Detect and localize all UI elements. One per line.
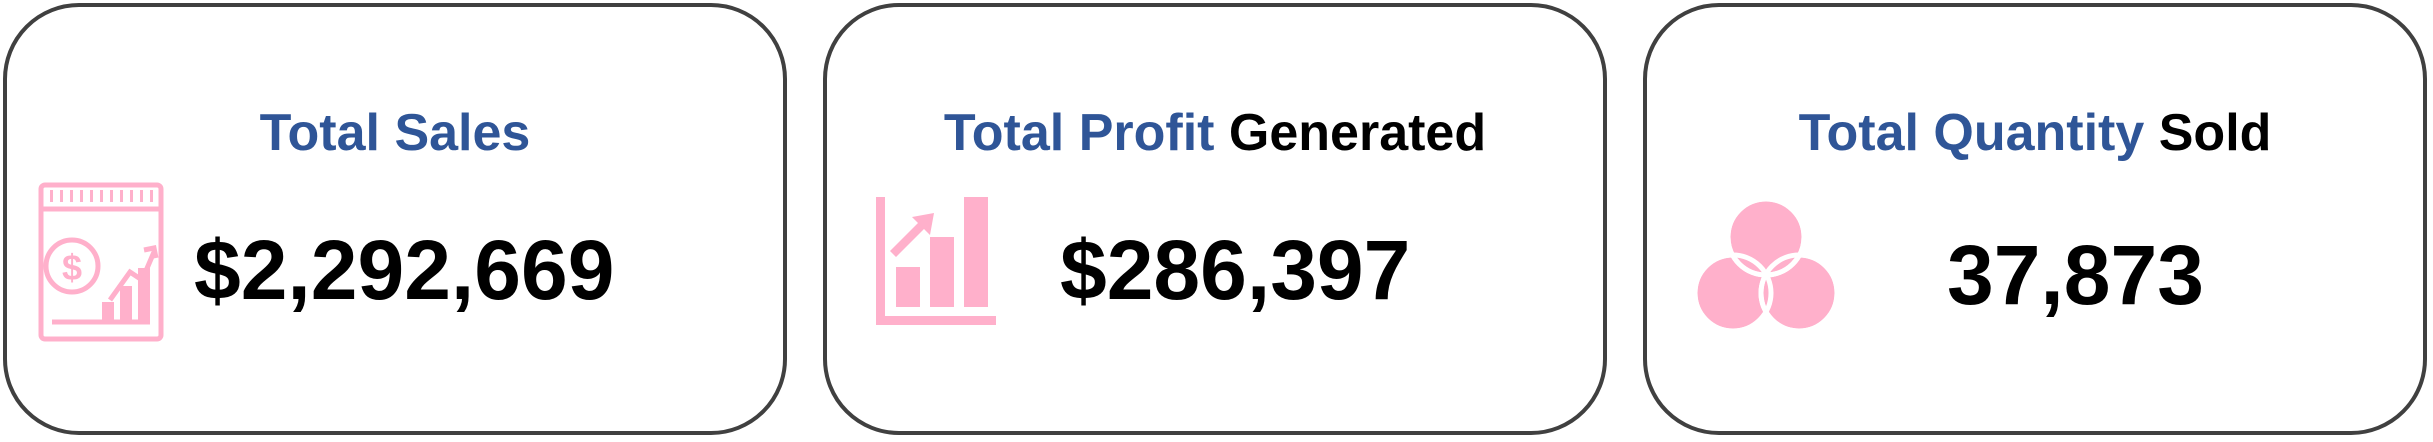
- title-accent: Total Profit: [943, 104, 1215, 162]
- total-quantity-value: 37,873: [1947, 228, 2204, 322]
- sales-report-icon: $: [38, 182, 164, 342]
- title-rest: Sold: [2144, 104, 2272, 162]
- total-quantity-card: Total Quantity Sold 37,873: [1643, 3, 2427, 435]
- total-profit-value: $286,397: [1060, 223, 1411, 317]
- total-sales-value: $2,292,669: [194, 223, 615, 317]
- title-accent: Total Sales: [259, 104, 531, 162]
- total-sales-card: Total Sales: [3, 3, 787, 435]
- growth-bar-chart-icon: [876, 197, 996, 325]
- venn-diagram-icon: [1692, 195, 1840, 341]
- card-title: Total Quantity Sold: [1647, 103, 2423, 163]
- title-accent: Total Quantity: [1798, 104, 2145, 162]
- card-title: Total Profit Generated: [827, 103, 1603, 163]
- total-profit-card: Total Profit Generated $286,397: [823, 3, 1607, 435]
- svg-text:$: $: [62, 247, 82, 288]
- card-title: Total Sales: [7, 103, 783, 163]
- title-rest: Generated: [1214, 104, 1487, 162]
